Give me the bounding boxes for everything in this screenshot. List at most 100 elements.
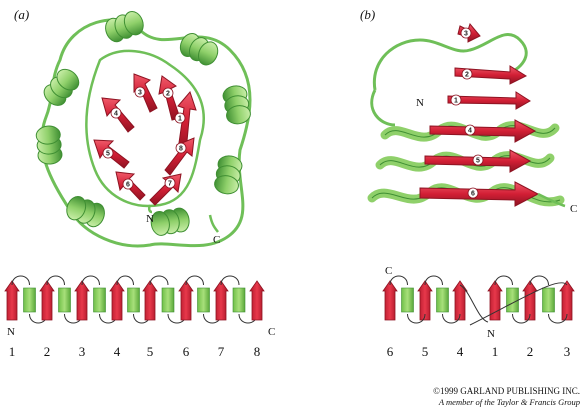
coil-b-left [370,89,396,127]
helix-a-2 [179,32,219,66]
topology-b-loop-left-bot-1 [407,313,426,324]
topology-a-strand-8 [249,280,265,321]
topology-b-number: 6 [387,344,394,359]
strand-label-a-8: 8 [179,146,183,153]
helix-a-1 [105,10,144,43]
topology-a-helix-4 [127,287,140,313]
strand-label-b-4: 4 [468,128,472,135]
strand-label-a-5: 5 [106,151,110,158]
strand-label-b-1: 1 [454,98,458,105]
topology-a-loop-top-5 [149,275,169,286]
topology-a-loop-top-2 [46,275,65,286]
topology-b-loop-left-top-1 [389,275,408,286]
coil-a-inner [85,49,205,208]
topology-a-helix-7 [232,287,246,313]
helix-a-3 [222,85,251,125]
topology-b-loop-right-top-2 [529,275,549,286]
credit-line-1: ©1999 GARLAND PUBLISHING INC. [433,386,580,396]
topology-b-strand-2 [417,280,433,321]
panel-a: (a) [14,7,252,248]
topology-b-loop-right-bot-2 [548,313,568,324]
topology-a-number: 3 [79,344,86,359]
topology-b-c-label: C [385,265,392,277]
topology-b-loop-left-bot-2 [442,313,461,324]
topology-b-number: 2 [527,344,534,359]
topology-a-helix-3 [93,287,106,313]
panel-b-n-label: N [416,97,424,109]
topology-b-helix-right-1 [506,287,519,313]
topology-a [4,275,265,324]
topology-b-number: 3 [564,344,571,359]
topology-a-helix-5 [161,287,175,313]
panel-b-c-label: C [570,203,577,215]
strand-label-b-2: 2 [465,72,469,79]
strand-label-b-5: 5 [476,158,480,165]
topology-b-crossover-1 [459,284,489,323]
topology-b-crossover-2 [469,282,568,326]
topology-b-strand-1 [382,280,398,321]
topology-b [382,275,575,326]
topology-a-strand-1 [4,280,20,321]
strand-label-b-6: 6 [471,191,475,198]
topology-a-number: 4 [114,344,121,359]
panel-b: (b) [360,7,577,215]
topology-a-loop-top-6 [185,275,204,286]
strand-label-a-7: 7 [168,181,172,188]
helix-a-4 [214,155,243,195]
strand-label-b-3: 3 [464,31,468,38]
topology-a-loop-top-1 [11,275,30,286]
topology-b-strand-4 [487,280,503,321]
topology-a-helix-2 [58,287,71,313]
topology-a-strand-7 [213,280,229,321]
strand-b-4 [429,119,537,143]
strand-label-a-6: 6 [126,182,130,189]
panel-a-n-label: N [146,213,154,225]
helix-a-7 [35,125,63,165]
topology-a-loop-top-7 [220,275,240,286]
topology-a-strand-4 [109,280,125,321]
coil-a-c-tail [208,214,219,233]
topology-b-helix-left-2 [436,287,449,313]
topology-a-strand-5 [142,280,158,321]
topology-a-number: 2 [44,344,51,359]
panel-a-c-label: C [213,234,220,246]
topology-b-number: 4 [457,344,464,359]
panel-b-label: (b) [360,7,375,22]
topology-b-n-label: N [487,328,495,340]
helix-a-6 [66,195,105,228]
topology-a-number: 5 [147,344,154,359]
topology-a-helix-6 [197,287,210,313]
topology-a-number: 7 [218,344,225,359]
strand-labels-a: 1 2 3 4 5 6 7 8 [102,86,187,190]
topology-a-helix-1 [23,287,36,313]
topology-b-number: 1 [492,344,499,359]
strand-label-a-4: 4 [114,111,118,118]
topology-b-strand-5 [522,280,538,321]
topology-a-strand-6 [178,280,194,321]
helix-a-8 [43,68,80,106]
topology-a-c-label: C [268,326,275,338]
panel-a-label: (a) [14,7,29,22]
strand-label-a-2: 2 [166,91,170,98]
topology-a-strand-2 [39,280,55,321]
coil-b-c-tail [537,192,566,208]
coil-b-top [372,33,528,91]
topology-a-n-label: N [7,326,15,338]
topology-b-loop-left-top-2 [424,275,443,286]
topology-b-strand-6 [559,280,575,321]
coil-a-n-tail [147,204,153,214]
topology-b-helix-left-1 [401,287,414,313]
topology-a-numbers: 1 2 3 4 5 6 7 8 [9,344,261,359]
topology-b-number: 5 [422,344,429,359]
credit-line-2: A member of the Taylor & Francis Group [438,397,580,407]
topology-b-helix-right-2 [542,287,555,313]
strand-label-a-3: 3 [138,90,142,97]
panel-b-ribbon: 3 2 1 4 5 6 N C [367,22,577,215]
topology-a-loop-top-3 [81,275,100,286]
topology-a-strand-3 [74,280,90,321]
topology-b-numbers: 6 5 4 1 2 3 [387,344,571,359]
strand-label-a-1: 1 [178,116,182,123]
topology-b-loop-right-top-1 [494,275,513,286]
strand-labels-b: 3 2 1 4 5 6 [450,27,484,199]
